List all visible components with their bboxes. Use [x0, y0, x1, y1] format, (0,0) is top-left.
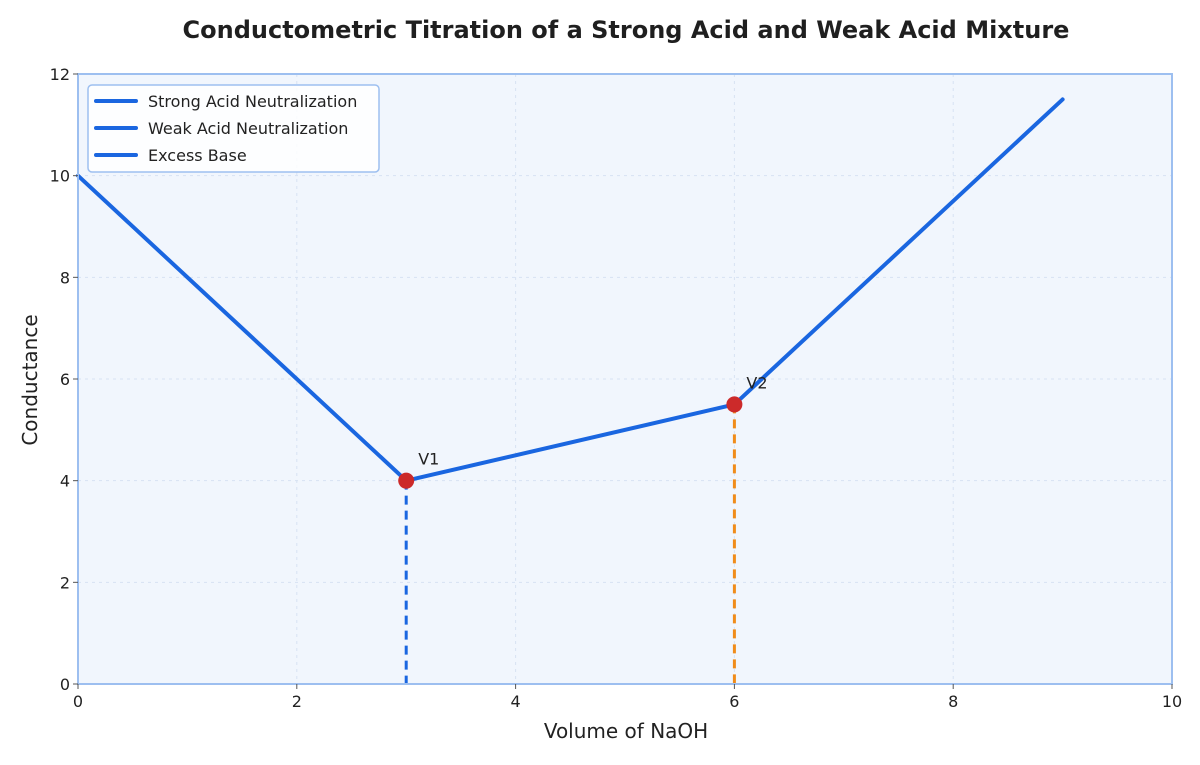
x-tick-label: 8: [948, 692, 958, 711]
x-tick-label: 6: [729, 692, 739, 711]
legend-entry-2: Weak Acid Neutralization: [148, 119, 348, 138]
y-axis-label: Conductance: [18, 314, 42, 445]
y-tick-label: 10: [50, 167, 70, 186]
series-line-2: [404, 402, 737, 483]
equivalence-point-v1: [398, 472, 415, 489]
legend-entry-3: Excess Base: [148, 146, 247, 165]
legend-box: [87, 84, 380, 173]
series-line-1: [76, 173, 409, 483]
y-tick-label: 4: [60, 472, 70, 491]
y-tick-label: 8: [60, 268, 70, 287]
x-tick-label: 0: [73, 692, 83, 711]
x-axis-label: Volume of NaOH: [544, 719, 708, 743]
equivalence-label-v1: V1: [418, 450, 439, 469]
series-line-3: [732, 97, 1065, 407]
legend-entry-1: Strong Acid Neutralization: [148, 92, 357, 111]
x-tick-label: 2: [292, 692, 302, 711]
y-tick-label: 0: [60, 675, 70, 694]
y-tick-label: 6: [60, 370, 70, 389]
chart-title: Conductometric Titration of a Strong Aci…: [183, 16, 1070, 44]
x-tick-label: 4: [511, 692, 521, 711]
y-tick-label: 12: [50, 65, 70, 84]
x-tick-label: 10: [1162, 692, 1182, 711]
y-tick-label: 2: [60, 573, 70, 592]
equivalence-label-v2: V2: [746, 373, 767, 392]
equivalence-point-v2: [726, 396, 743, 413]
